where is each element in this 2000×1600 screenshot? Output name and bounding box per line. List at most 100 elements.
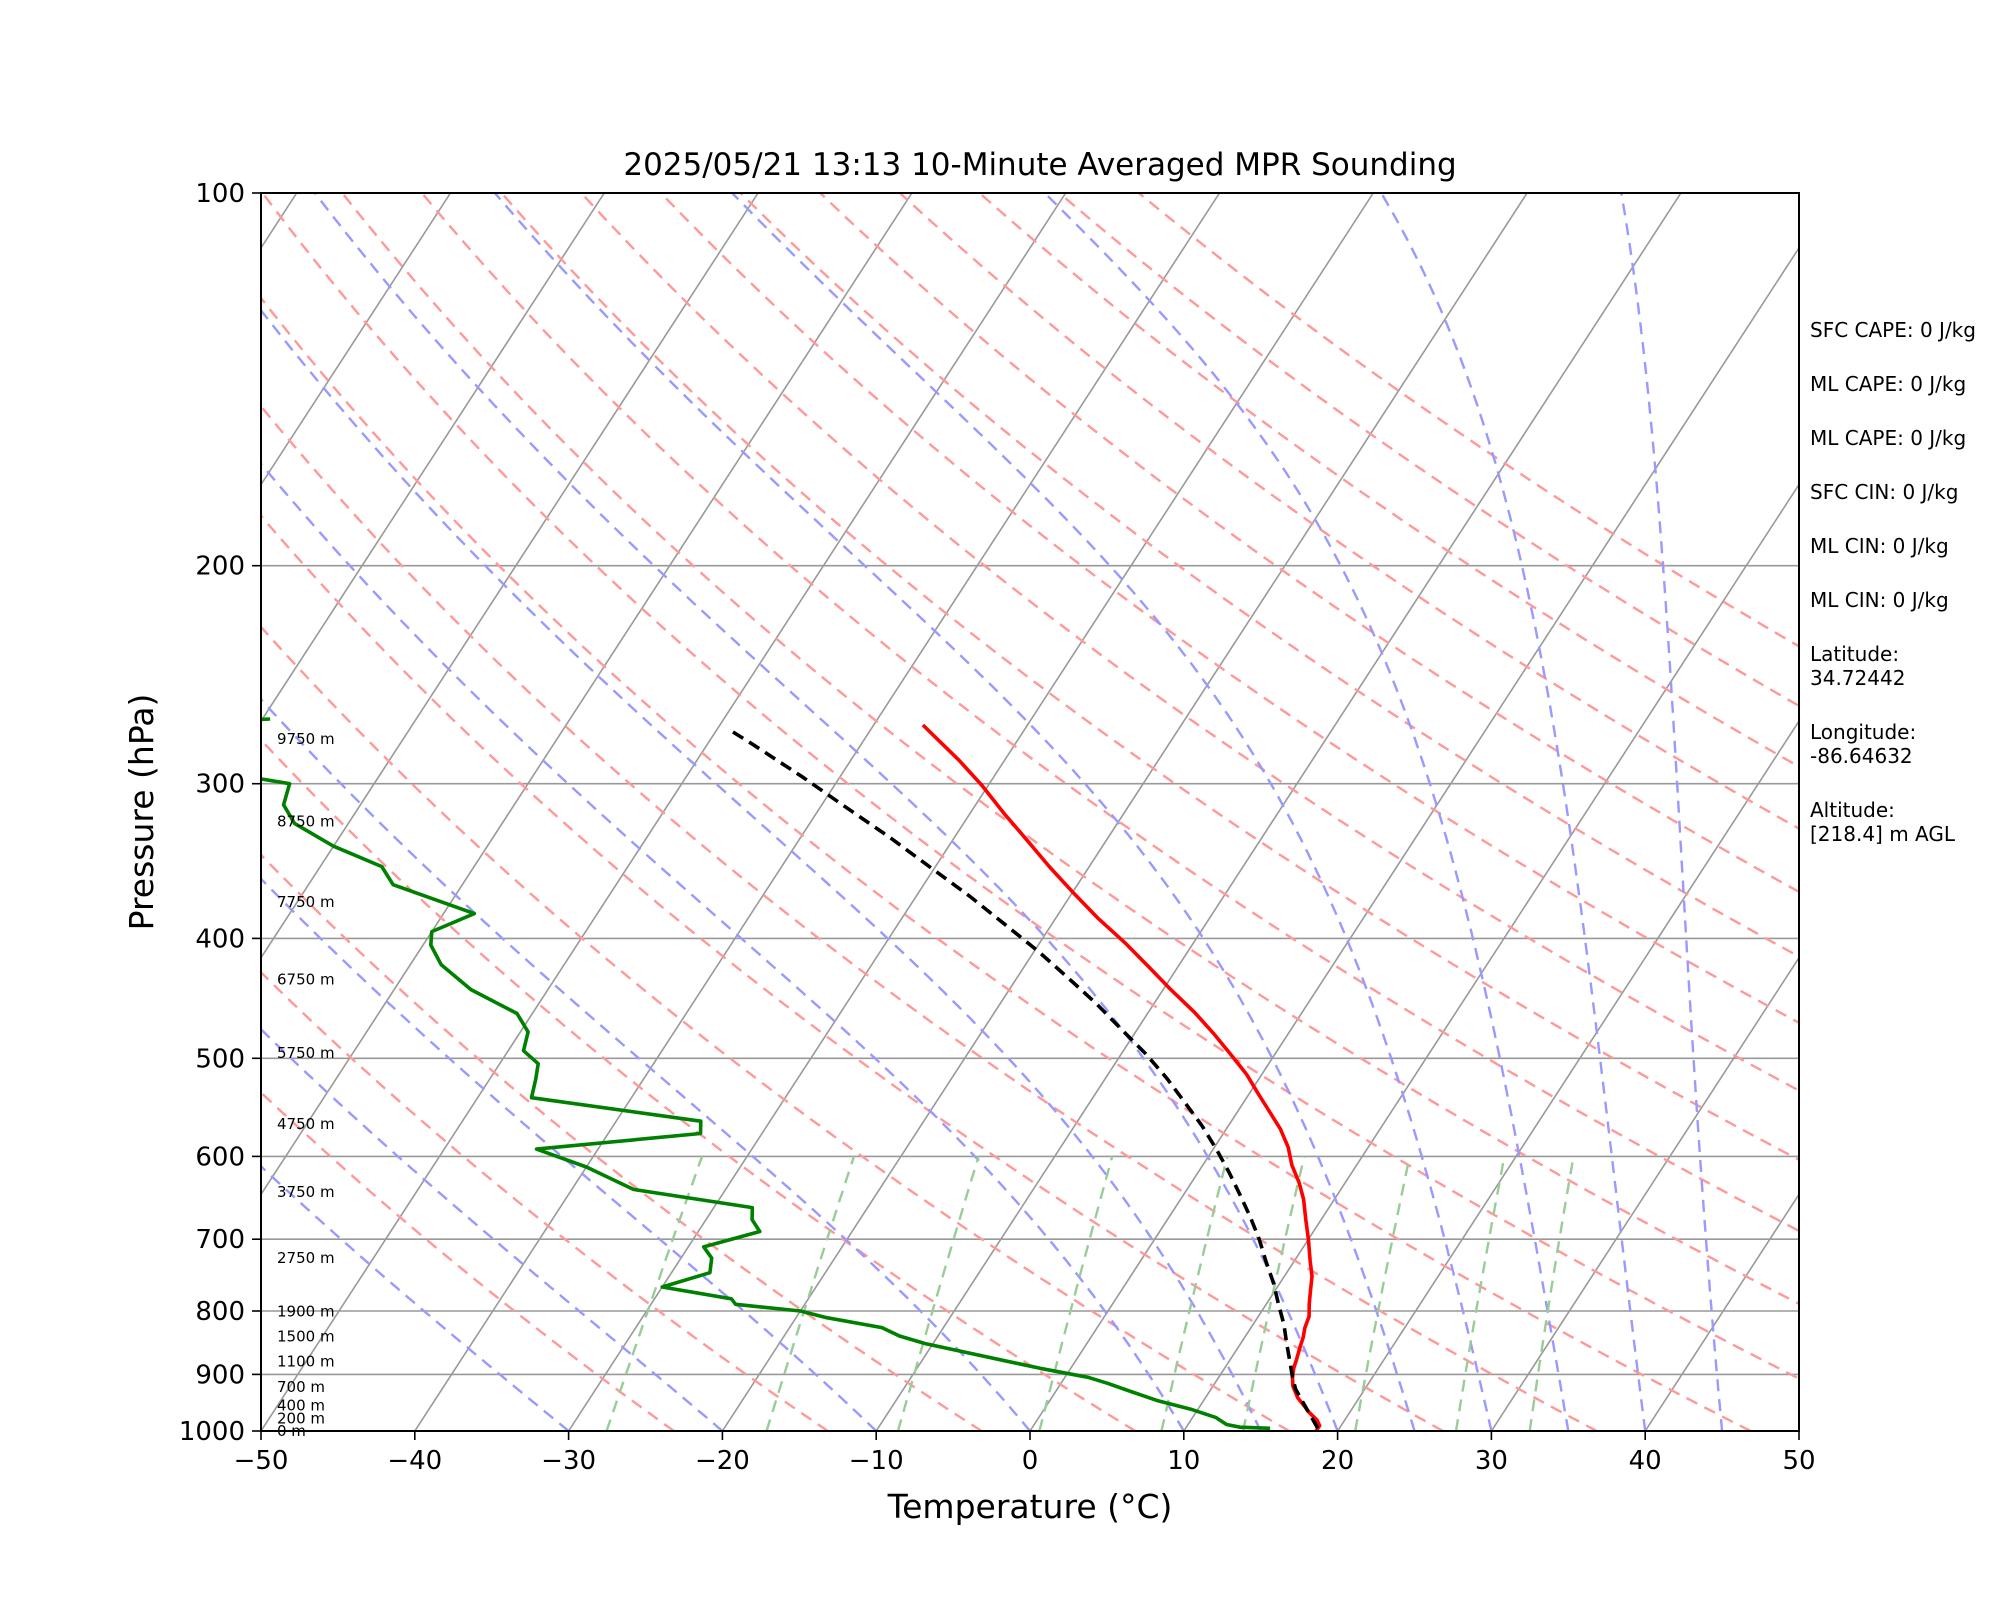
y-tick-label: 600 [195, 1142, 245, 1172]
y-tick-label: 300 [195, 770, 245, 800]
moist-adiabat [1043, 193, 1570, 1431]
x-tick-label: 20 [1321, 1446, 1354, 1476]
mixing-ratio-line [1241, 1156, 1306, 1431]
mixing-ratio-line [1454, 1156, 1506, 1431]
x-axis-ticks: −50 −40 −30 −20 −10 0 10 20 30 40 50 [234, 1431, 1816, 1476]
isotherm-line [1029, 246, 1799, 1431]
x-tick-label: −10 [849, 1446, 904, 1476]
x-axis-label: Temperature (°C) [887, 1487, 1173, 1526]
height-label: 2750 m [277, 1249, 335, 1267]
y-tick-label: 100 [195, 179, 245, 209]
dry-adiabat [580, 193, 1799, 1092]
ml-cin-text-2: ML CIN: 0 J/kg [1810, 588, 1949, 612]
mixing-ratio-line [1038, 1156, 1114, 1431]
moist-adiabat [261, 462, 1185, 1431]
isotherm-line [261, 193, 452, 487]
dry-adiabat [261, 1090, 675, 1431]
height-label: 1100 m [277, 1353, 335, 1371]
height-label: 1900 m [277, 1303, 335, 1321]
x-tick-label: −50 [234, 1446, 289, 1476]
ml-cin-text: ML CIN: 0 J/kg [1810, 534, 1949, 558]
moist-adiabat [261, 1027, 724, 1431]
dry-adiabat [420, 193, 1799, 1233]
ml-cape-text: ML CAPE: 0 J/kg [1810, 372, 1967, 396]
x-tick-label: 30 [1475, 1446, 1508, 1476]
parcel-line [730, 729, 1320, 1430]
moist-adiabat [313, 193, 1339, 1431]
moist-adiabat [493, 193, 1416, 1431]
dry-adiabat [500, 193, 1799, 1162]
mixing-ratio-line [896, 1156, 980, 1431]
altitude-text: Altitude: [218.4] m AGL [1810, 798, 1956, 846]
y-tick-label: 900 [195, 1360, 245, 1390]
isotherm-line [414, 193, 1221, 1431]
dry-adiabat [261, 970, 829, 1431]
mixing-ratio-line [605, 1155, 704, 1431]
height-label: 5750 m [277, 1044, 335, 1062]
dry-adiabat [261, 625, 1290, 1431]
isotherm-line [567, 193, 1374, 1431]
height-label: 3750 m [277, 1183, 335, 1201]
latitude-text: Latitude: 34.72442 [1810, 642, 1906, 690]
ml-cape-text-2: ML CAPE: 0 J/kg [1810, 426, 1967, 450]
y-tick-label: 500 [195, 1044, 245, 1074]
background-lines [261, 193, 1799, 1431]
mixing-ratio-line [1528, 1156, 1575, 1431]
height-label: 200 m [277, 1410, 325, 1428]
x-tick-label: −20 [695, 1446, 750, 1476]
dry-adiabat [261, 296, 1752, 1431]
height-label: 4750 m [277, 1115, 335, 1133]
x-tick-label: 10 [1167, 1446, 1200, 1476]
dry-adiabat [261, 404, 1598, 1431]
mixing-ratio-line [1160, 1156, 1229, 1431]
dry-adiabat [261, 193, 1799, 1380]
isotherm-line [875, 193, 1682, 1431]
mixing-ratio-line [1354, 1156, 1411, 1431]
isotherm-line [1490, 956, 1799, 1431]
isotherm-line [1644, 1192, 1799, 1431]
dry-adiabat [261, 853, 983, 1431]
sfc-cin-text: SFC CIN: 0 J/kg [1810, 480, 1959, 504]
y-tick-label: 200 [195, 552, 245, 582]
height-label: 7750 m [277, 893, 335, 911]
x-tick-label: −40 [387, 1446, 442, 1476]
dry-adiabat [819, 193, 1799, 894]
isotherm-line [261, 193, 605, 723]
isotherm-line [1183, 483, 1799, 1431]
y-tick-label: 1000 [179, 1417, 245, 1447]
height-label: 9750 m [277, 730, 335, 748]
height-label: 1500 m [277, 1328, 335, 1346]
x-tick-label: 50 [1782, 1446, 1815, 1476]
dry-adiabat [898, 193, 1799, 830]
isotherm-line [721, 193, 1528, 1431]
y-tick-label: 700 [195, 1225, 245, 1255]
x-tick-label: −30 [541, 1446, 596, 1476]
dewpoint-line [261, 717, 1271, 1431]
dry-adiabat [261, 514, 1444, 1431]
moist-adiabat [261, 308, 1262, 1431]
y-tick-label: 400 [195, 924, 245, 954]
moist-adiabat [1380, 193, 1647, 1431]
x-tick-label: 0 [1022, 1446, 1039, 1476]
chart-title: 2025/05/21 13:13 10-Minute Averaged MPR … [623, 147, 1456, 183]
x-tick-label: 40 [1629, 1446, 1662, 1476]
moist-adiabat [261, 877, 878, 1431]
isotherm-line [261, 193, 759, 960]
height-label: 400 m [277, 1397, 325, 1415]
moist-adiabat [731, 193, 1493, 1431]
sfc-cape-text: SFC CAPE: 0 J/kg [1810, 318, 1976, 342]
sounding-profiles [261, 717, 1322, 1431]
isotherm-line [261, 193, 913, 1196]
longitude-text: Longitude: -86.64632 [1810, 720, 1917, 768]
dry-adiabat [261, 738, 1137, 1431]
moist-adiabat [261, 697, 1031, 1431]
height-label: 8750 m [277, 813, 335, 831]
height-label: 6750 m [277, 971, 335, 989]
y-axis-ticks: 1000 900 800 700 600 500 400 300 200 100 [179, 179, 261, 1447]
moist-adiabat [1620, 193, 1724, 1431]
height-label: 700 m [277, 1378, 325, 1396]
y-tick-label: 800 [195, 1297, 245, 1327]
isotherm-line [1336, 719, 1799, 1431]
